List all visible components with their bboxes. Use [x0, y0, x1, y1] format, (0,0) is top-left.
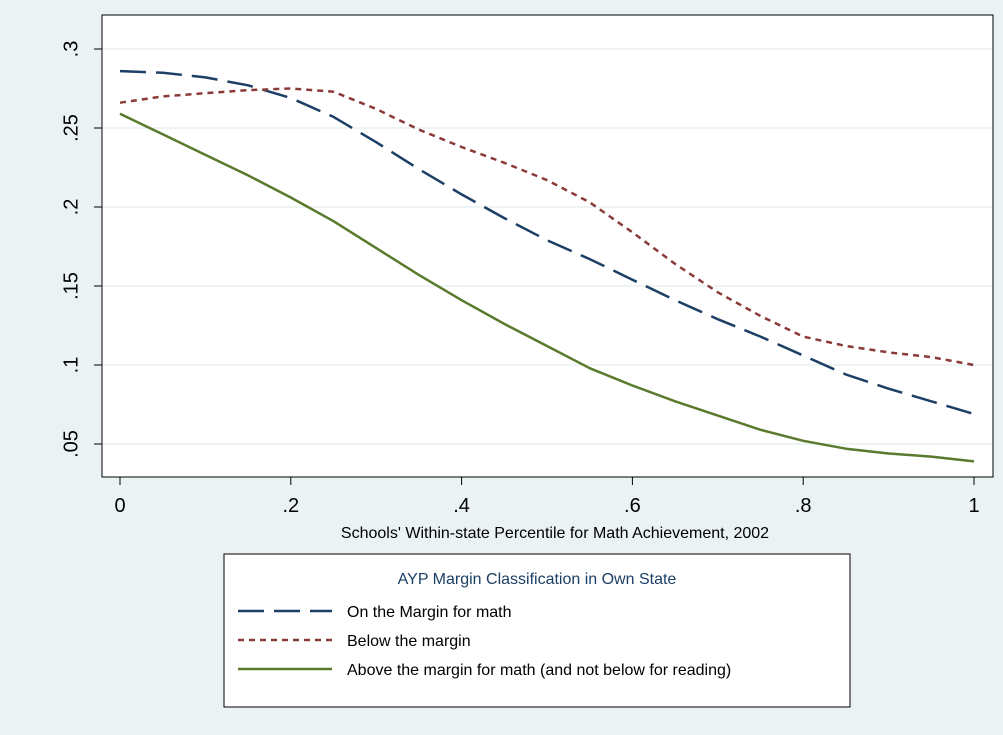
legend: AYP Margin Classification in Own State O…: [223, 553, 851, 708]
y-tick-label: .1: [60, 357, 82, 374]
grid-lines: [103, 48, 992, 445]
x-axis-title: Schools' Within-state Percentile for Mat…: [341, 525, 769, 542]
legend-box: [223, 553, 851, 708]
x-tick-label: .6: [624, 495, 641, 517]
x-tick-label: .4: [453, 495, 470, 517]
series-lines: [119, 69, 975, 463]
y-tick-label: .2: [60, 199, 82, 216]
x-ticks: 0 .2 .4 .6 .8 1: [114, 477, 980, 517]
y-tick-label: .25: [60, 114, 82, 142]
x-tick-label: .2: [282, 495, 299, 517]
x-tick-label: .8: [795, 495, 812, 517]
y-tick-label: .3: [60, 41, 82, 58]
axes: [101, 15, 993, 478]
legend-items: On the Margin for math Below the margin Ab…: [238, 604, 731, 679]
y-ticks: .05 .1 .15 .2 .25 .3: [60, 41, 102, 458]
y-tick-label: .15: [60, 272, 82, 300]
series-line-1: [119, 69, 975, 416]
series-line-2: [119, 87, 975, 367]
legend-title: AYP Margin Classification in Own State: [398, 571, 677, 588]
legend-label-2: Below the margin: [347, 633, 471, 650]
x-tick-label: 0: [114, 495, 125, 517]
legend-label-3: Above the margin for math (and not below…: [347, 662, 731, 679]
legend-label-1: On the Margin for math: [347, 604, 512, 621]
y-tick-label: .05: [60, 430, 82, 458]
series-line-3: [119, 112, 975, 463]
plot-area: [101, 14, 994, 478]
x-tick-label: 1: [968, 495, 979, 517]
